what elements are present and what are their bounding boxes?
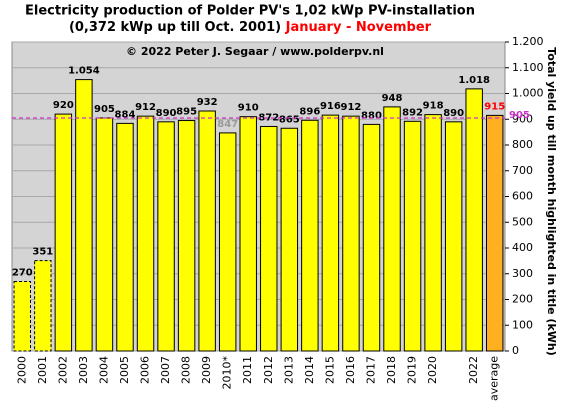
bar [157,121,175,352]
bar [465,88,483,352]
x-tick-label: 2017 [364,356,377,384]
chart-subtitle: (0,372 kWp up till Oct. 2001) January - … [69,20,432,35]
x-tick-label: 2008 [180,356,193,384]
y-tick-label: 400 [512,241,533,254]
x-tick-label: 2002 [56,356,69,384]
y-tick-label: 300 [512,267,533,280]
x-tick-label: 2014 [303,356,316,384]
y-tick-label: 600 [512,190,533,203]
value-label: 918 [423,101,444,112]
bar [383,106,401,352]
bar [136,115,155,352]
value-label: 884 [115,109,136,120]
x-tick-label: 2011 [241,356,254,384]
value-label: 890 [156,108,177,119]
y-tick-label: 700 [512,164,533,177]
value-label: 895 [176,107,197,118]
x-tick-label: 2009 [200,356,213,384]
bar [13,280,31,352]
bar [34,260,52,352]
x-tick-label: 2004 [97,356,110,384]
value-label: 910 [238,103,259,114]
bar [444,121,463,352]
x-tick-label: average [488,356,501,401]
x-tick-label: 2020 [426,356,439,384]
bar [177,120,196,352]
x-tick-label: 2010* [221,356,234,390]
x-tick-label: 2003 [77,356,90,384]
x-tick-label: 2013 [282,356,295,384]
y-tick-label: 100 [512,318,533,331]
bar [260,125,278,352]
subtitle: (0,372 kWp up till Oct. 2001) [69,20,281,35]
value-label: 915 [484,101,505,112]
y-tick-label: 0 [512,344,519,357]
bar [95,117,114,352]
y-tick-label: 200 [512,293,533,306]
value-label: 1.054 [68,66,100,77]
chart-title: Electricity production of Polder PV's 1,… [25,4,475,19]
x-tick-label: 2005 [118,356,131,384]
value-label: 912 [135,102,156,113]
x-tick-label: 2022 [467,356,480,384]
bar [116,122,134,352]
value-label: 920 [53,100,74,111]
y-tick-label: 800 [512,138,533,151]
credit: © 2022 Peter J. Segaar / www.polderpv.nl [126,45,384,58]
y-axis-title: Total yield up till month highlighted in… [545,47,558,356]
bar [280,127,299,352]
value-label: 905 [94,104,115,115]
x-tick-label: 2006 [139,356,152,384]
value-label: 872 [258,112,279,123]
bar [54,113,73,352]
value-label: 916 [320,101,341,112]
value-label: 1.018 [458,75,490,86]
bar [218,132,237,352]
bar [362,123,381,352]
x-tick-label: 2015 [323,356,336,384]
x-tick-label: 2018 [385,356,398,384]
x-tick-label: 2007 [159,356,172,384]
y-tick-label: 1.000 [512,87,544,100]
value-label: 948 [382,93,403,104]
value-label: 892 [402,107,423,118]
value-label: 932 [197,97,218,108]
value-label: 270 [12,267,33,278]
y-tick-label: 1.100 [512,61,544,74]
bar [75,79,93,352]
reference-label: 905 [509,110,530,121]
bar [321,114,340,352]
period: January - November [285,20,432,35]
bar [342,115,360,352]
bar [198,110,216,352]
bar [301,119,319,352]
value-label: 351 [32,247,53,258]
bar [424,114,442,352]
x-tick-label: 2019 [406,356,419,384]
x-tick-label: 2001 [36,356,49,384]
x-tick-label: 2000 [15,356,28,384]
value-label: 865 [279,114,300,125]
bar [486,114,504,352]
x-tick-label: 2016 [344,356,357,384]
value-label: 912 [341,102,362,113]
y-tick-label: 900 [512,112,533,125]
y-tick-label: 500 [512,215,533,228]
bar [403,120,422,352]
bar [239,116,257,352]
value-label: 847 [217,119,238,130]
value-label: 880 [361,110,382,121]
x-tick-label: 2012 [262,356,275,384]
value-label: 896 [299,106,320,117]
y-tick-label: 1.200 [512,35,544,48]
value-label: 890 [443,108,464,119]
